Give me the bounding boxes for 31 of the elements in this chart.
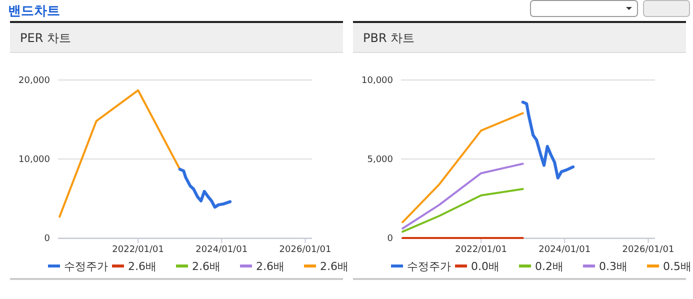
line-series xyxy=(521,100,575,180)
legend-label: 0.2배 xyxy=(535,260,564,273)
y-tick-label: 10,000 xyxy=(18,155,50,166)
x-tick-label: 2022/01/01 xyxy=(112,245,164,255)
legend-label: 2.6배 xyxy=(192,260,220,273)
legend-label: 0.0배 xyxy=(471,260,500,273)
x-tick-label: 2026/01/01 xyxy=(622,245,674,255)
x-tick-label: 2026/01/01 xyxy=(279,245,332,255)
line-series xyxy=(402,188,524,233)
y-tick-label: 20,000 xyxy=(18,76,50,86)
y-tick-label: 10,000 xyxy=(362,76,394,86)
y-tick-label: 0 xyxy=(387,234,394,244)
legend-label: 수정주가 xyxy=(407,260,451,273)
line-series xyxy=(58,89,181,218)
legend-label: 2.6배 xyxy=(256,260,284,273)
x-tick-label: 2024/01/01 xyxy=(196,245,248,255)
line-series xyxy=(402,162,524,230)
legend-label: 0.3배 xyxy=(599,260,628,273)
line-series xyxy=(178,168,232,209)
legend-label: 0.5배 xyxy=(663,260,692,273)
chart-title: PBR 차트 xyxy=(363,31,415,45)
y-tick-label: 0 xyxy=(44,234,50,244)
legend-label: 2.6배 xyxy=(320,260,348,273)
x-tick-label: 2022/01/01 xyxy=(455,245,508,255)
chart-title: PER 차트 xyxy=(20,31,71,45)
x-tick-label: 2024/01/01 xyxy=(538,245,591,255)
text: 밴드차트 xyxy=(8,4,60,19)
line-series xyxy=(402,112,524,224)
legend-label: 수정주가 xyxy=(64,260,108,273)
legend-label: 2.6배 xyxy=(128,260,156,273)
y-tick-label: 5,000 xyxy=(367,155,394,166)
